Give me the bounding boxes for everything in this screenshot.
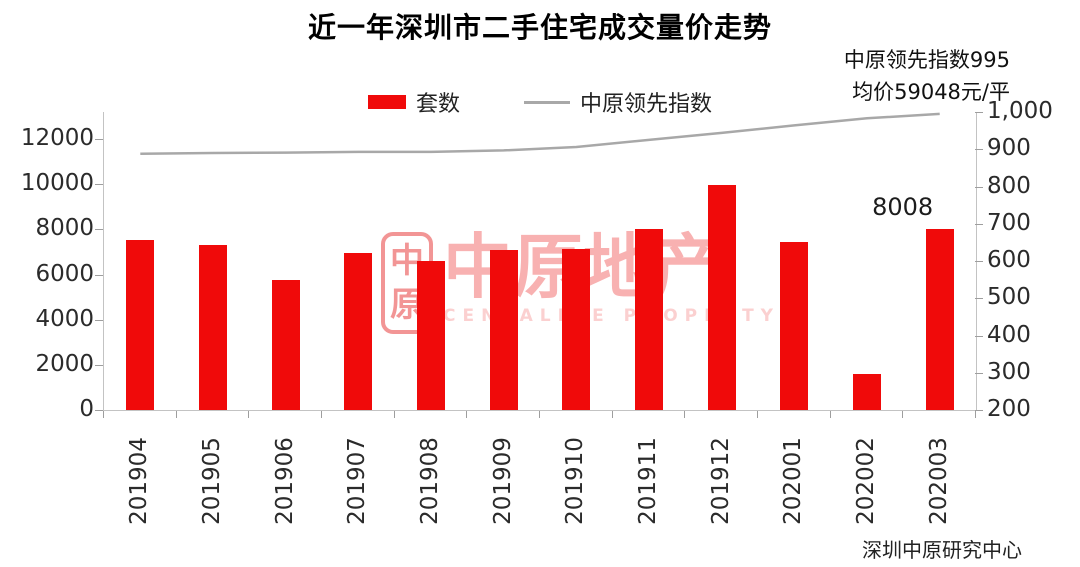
right-axis-tick-label: 600: [987, 247, 1031, 273]
left-axis-tick-mark: [95, 410, 103, 411]
bar-201912: [707, 185, 736, 410]
x-axis-label-201910: 201910: [562, 437, 589, 525]
x-axis-tick-mark: [757, 411, 758, 418]
x-axis-tick-mark: [611, 411, 613, 418]
watermark-brand-subtitle: CENTALINE PROPERTY: [443, 306, 780, 326]
left-axis-tick-mark: [95, 319, 103, 321]
x-axis-label-201904: 201904: [126, 437, 153, 525]
right-axis-tick-label: 800: [987, 172, 1031, 199]
bar-201904: [126, 239, 155, 410]
left-axis-tick-label: 10000: [20, 170, 94, 197]
right-axis-tick-label: 700: [987, 209, 1031, 236]
right-axis-tick-mark: [975, 335, 983, 337]
legend-item-bar: 套数: [367, 86, 460, 118]
left-axis-tick-mark: [95, 184, 103, 186]
left-axis-tick-mark: [95, 364, 103, 366]
left-axis-tick-mark: [95, 229, 103, 231]
right-axis-tick-mark: [975, 112, 983, 113]
right-axis-tick-label: 900: [987, 135, 1031, 162]
legend-item-line: 中原领先指数: [524, 86, 712, 118]
left-axis-tick-mark: [95, 139, 103, 141]
x-axis-tick-mark: [829, 411, 831, 418]
x-axis-tick-mark: [393, 411, 395, 418]
x-axis-tick-mark: [539, 411, 540, 418]
x-axis-label-201908: 201908: [417, 437, 443, 525]
right-axis-tick-mark: [975, 410, 983, 411]
x-axis-tick-mark: [902, 411, 904, 418]
left-axis-tick-label: 0: [79, 396, 94, 422]
right-axis-tick-mark: [975, 223, 983, 225]
bar-201909: [489, 250, 518, 410]
legend-line-label: 中原领先指数: [580, 92, 713, 117]
bar-201905: [199, 244, 227, 410]
bar-swatch-icon: [367, 95, 406, 109]
right-axis-tick-mark: [975, 372, 983, 374]
left-axis-tick-label: 12000: [20, 125, 94, 152]
x-axis-label-201912: 201912: [707, 437, 734, 525]
x-axis-label-201906: 201906: [271, 437, 298, 525]
x-axis-tick-mark: [248, 411, 250, 418]
x-axis-tick-mark: [466, 411, 468, 418]
x-axis-tick-mark: [975, 411, 976, 418]
x-axis-tick-mark: [175, 411, 177, 418]
right-axis-tick-label: 1,000: [987, 98, 1053, 124]
right-axis-tick-label: 300: [987, 358, 1031, 385]
line-swatch-icon: [524, 100, 570, 104]
left-axis-tick-label: 6000: [35, 260, 94, 287]
x-axis-label-201911: 201911: [635, 437, 661, 525]
chart-title: 近一年深圳市二手住宅成交量价走势: [307, 11, 772, 44]
bar-202002: [853, 373, 881, 410]
x-axis-label-201907: 201907: [344, 437, 371, 525]
left-axis-tick-label: 2000: [35, 350, 94, 377]
x-axis-label-202003: 202003: [925, 437, 952, 525]
x-axis-tick-mark: [103, 411, 104, 418]
x-axis-tick-mark: [321, 411, 322, 418]
legend-bar-label: 套数: [415, 92, 460, 117]
bar-201910: [562, 249, 591, 410]
annotation-index-value: 中原领先指数995: [843, 48, 1010, 72]
annotation-avg-price: 均价59048元/平: [852, 80, 1010, 104]
source-credit: 深圳中原研究中心: [862, 538, 1022, 562]
bar-201908: [417, 261, 445, 410]
right-axis-tick-mark: [975, 261, 983, 262]
x-axis-label-201909: 201909: [489, 437, 516, 525]
x-axis-tick-mark: [684, 411, 686, 418]
right-axis-tick-mark: [975, 298, 983, 300]
index-line: [140, 112, 940, 155]
left-axis-tick-mark: [95, 274, 103, 276]
left-axis-tick-label: 8000: [35, 215, 94, 242]
right-axis-tick-label: 400: [987, 321, 1031, 348]
legend: 套数 中原领先指数: [0, 86, 1080, 118]
x-axis-label-202002: 202002: [853, 437, 879, 525]
bar-202001: [780, 241, 809, 410]
bar-202003: [925, 229, 954, 410]
bar-201907: [344, 253, 373, 410]
bar-value-label: 8008: [872, 193, 934, 222]
bar-201906: [271, 279, 300, 410]
right-axis-tick-label: 200: [987, 396, 1031, 422]
bar-201911: [635, 229, 663, 410]
plot-area: [103, 112, 977, 411]
left-axis-tick-label: 4000: [35, 305, 94, 332]
right-axis-tick-mark: [975, 149, 983, 151]
x-axis-label-201905: 201905: [199, 437, 225, 525]
annotation-block: 中原领先指数995 均价59048元/平: [844, 44, 1010, 108]
right-axis-tick-mark: [975, 186, 983, 188]
right-axis-tick-label: 500: [987, 284, 1031, 311]
x-axis-label-202001: 202001: [780, 437, 807, 525]
